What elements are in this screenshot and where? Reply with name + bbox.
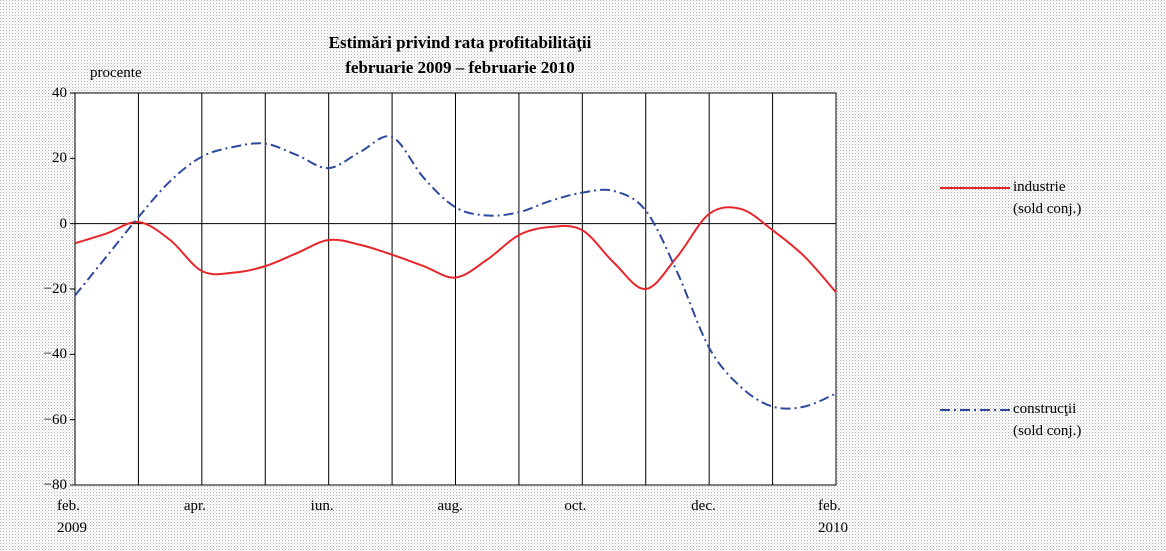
y-tick-label: 40	[52, 85, 67, 101]
x-tick-label: iun.	[310, 498, 334, 514]
x-tick-label: oct.	[564, 498, 587, 514]
series-line	[74, 206, 837, 293]
y-tick-label: 0	[59, 215, 68, 232]
x-tick-label: feb. 2009	[57, 498, 87, 536]
legend-label: construcţii (sold conj.)	[1013, 401, 1082, 439]
x-tick-label: feb. 2010	[818, 498, 848, 536]
x-tick-label: apr.	[183, 498, 206, 514]
y-tick-label: −80	[43, 477, 67, 493]
y-axis-label: procente	[90, 65, 142, 81]
x-tick-label: aug.	[437, 498, 463, 514]
legend-label: industrie (sold conj.)	[1013, 179, 1082, 217]
y-tick-label: 20	[52, 150, 67, 167]
x-tick-label: dec.	[691, 498, 716, 514]
series-line	[74, 135, 837, 410]
y-tick-label: −40	[43, 346, 67, 363]
y-tick-label: −20	[43, 281, 67, 297]
y-tick-label: −60	[43, 411, 67, 428]
chart-title: Estimări privind rata profitabilităţii f…	[328, 33, 592, 77]
